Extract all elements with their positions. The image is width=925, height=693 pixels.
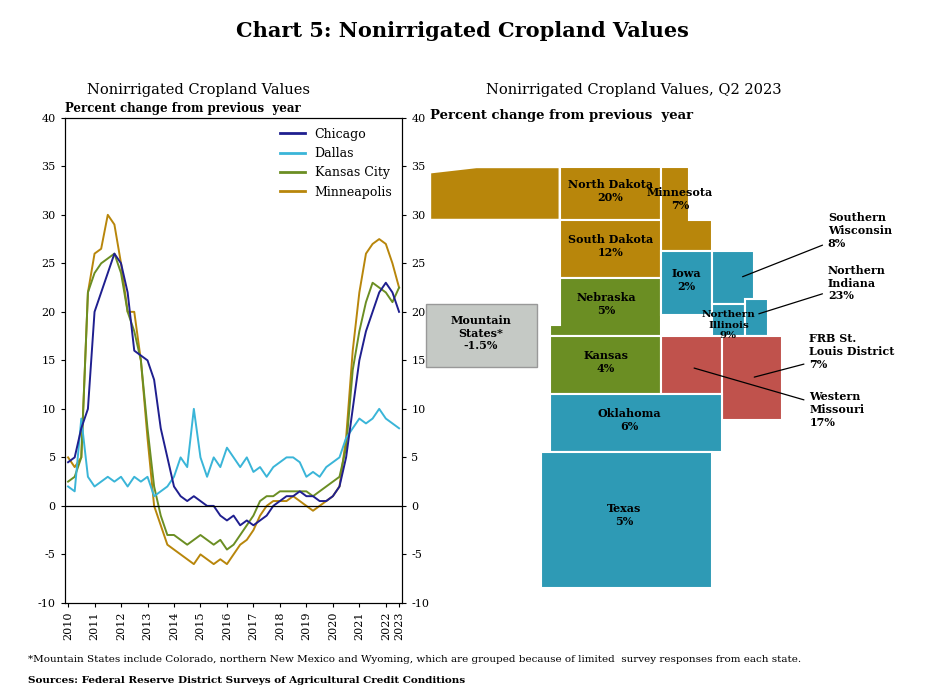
Polygon shape: [661, 335, 722, 394]
Text: Texas
5%: Texas 5%: [607, 503, 642, 527]
Polygon shape: [722, 335, 782, 420]
Text: North Dakota
20%: North Dakota 20%: [568, 179, 653, 203]
Text: Mountain
States*
-1.5%: Mountain States* -1.5%: [450, 315, 512, 351]
Polygon shape: [550, 278, 661, 335]
Text: South Dakota
12%: South Dakota 12%: [568, 234, 653, 258]
Polygon shape: [430, 167, 560, 220]
Text: Nonirrigated Cropland Values: Nonirrigated Cropland Values: [87, 83, 311, 97]
Text: Southern
Wisconsin
8%: Southern Wisconsin 8%: [743, 212, 892, 277]
Text: Percent change from previous  year: Percent change from previous year: [65, 103, 301, 115]
Text: Western
Missouri
17%: Western Missouri 17%: [694, 368, 865, 428]
Polygon shape: [550, 335, 661, 394]
Polygon shape: [426, 304, 536, 367]
Polygon shape: [661, 252, 712, 315]
Text: *Mountain States include Colorado, northern New Mexico and Wyoming, which are gr: *Mountain States include Colorado, north…: [28, 655, 801, 664]
Text: Oklahoma
6%: Oklahoma 6%: [598, 408, 660, 432]
Text: Nebraska
5%: Nebraska 5%: [576, 292, 635, 316]
Polygon shape: [560, 220, 661, 278]
Text: Northern
Indiana
23%: Northern Indiana 23%: [758, 265, 886, 314]
Polygon shape: [661, 167, 712, 252]
Polygon shape: [745, 299, 768, 335]
Text: Iowa
2%: Iowa 2%: [672, 268, 702, 292]
Text: Chart 5: Nonirrigated Cropland Values: Chart 5: Nonirrigated Cropland Values: [236, 21, 689, 41]
Polygon shape: [541, 452, 712, 588]
Text: Minnesota
7%: Minnesota 7%: [647, 187, 713, 211]
Polygon shape: [712, 304, 745, 351]
Polygon shape: [560, 167, 661, 220]
Text: Sources: Federal Reserve District Surveys of Agricultural Credit Conditions: Sources: Federal Reserve District Survey…: [28, 676, 465, 685]
Polygon shape: [712, 252, 754, 304]
Text: FRB St.
Louis District
7%: FRB St. Louis District 7%: [754, 333, 894, 377]
Text: Percent change from previous  year: Percent change from previous year: [430, 109, 693, 122]
Text: Northern
Illinois
9%: Northern Illinois 9%: [701, 310, 756, 340]
Text: Nonirrigated Cropland Values, Q2 2023: Nonirrigated Cropland Values, Q2 2023: [486, 83, 782, 97]
Text: Kansas
4%: Kansas 4%: [584, 350, 628, 374]
Legend: Chicago, Dallas, Kansas City, Minneapolis: Chicago, Dallas, Kansas City, Minneapoli…: [276, 124, 396, 202]
Polygon shape: [550, 394, 722, 452]
